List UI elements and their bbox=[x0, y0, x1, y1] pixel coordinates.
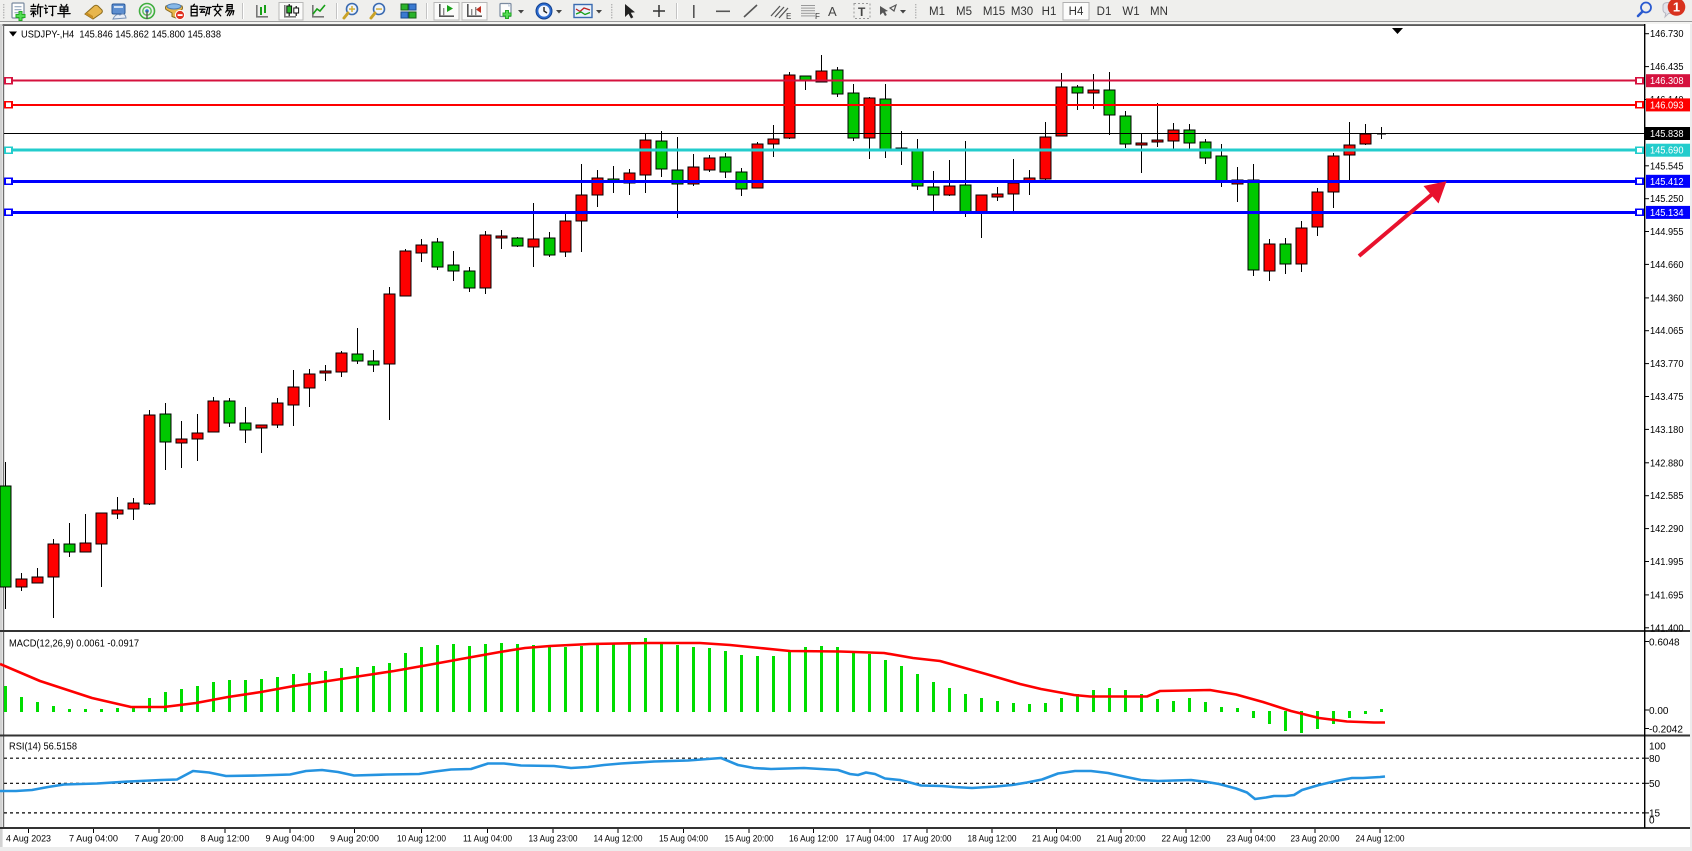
svg-text:MACD(12,26,9) 0.0061 -0.0917: MACD(12,26,9) 0.0061 -0.0917 bbox=[9, 639, 139, 650]
svg-text:T: T bbox=[858, 5, 866, 19]
svg-text:15: 15 bbox=[1649, 809, 1661, 820]
svg-text:15 Aug 04:00: 15 Aug 04:00 bbox=[659, 833, 708, 844]
svg-text:0: 0 bbox=[1649, 815, 1655, 826]
svg-text:144.065: 144.065 bbox=[1650, 326, 1684, 337]
svg-text:141.695: 141.695 bbox=[1650, 590, 1684, 601]
svg-text:M5: M5 bbox=[956, 6, 972, 18]
svg-text:M15: M15 bbox=[983, 6, 1005, 18]
svg-text:50: 50 bbox=[1649, 779, 1661, 790]
svg-text:80: 80 bbox=[1649, 754, 1661, 765]
svg-text:11 Aug 04:00: 11 Aug 04:00 bbox=[463, 833, 512, 844]
svg-text:MN: MN bbox=[1150, 6, 1168, 18]
svg-text:146.308: 146.308 bbox=[1650, 76, 1684, 87]
svg-text:M1: M1 bbox=[929, 6, 945, 18]
svg-text:21 Aug 20:00: 21 Aug 20:00 bbox=[1097, 833, 1146, 844]
svg-text:9 Aug 04:00: 9 Aug 04:00 bbox=[266, 833, 315, 844]
svg-text:145.838: 145.838 bbox=[1650, 129, 1684, 140]
svg-text:21 Aug 04:00: 21 Aug 04:00 bbox=[1032, 833, 1081, 844]
svg-text:143.770: 143.770 bbox=[1650, 359, 1684, 370]
svg-text:145.412: 145.412 bbox=[1650, 177, 1684, 188]
svg-text:142.880: 142.880 bbox=[1650, 458, 1684, 469]
svg-text:W1: W1 bbox=[1122, 6, 1139, 18]
svg-text:23 Aug 04:00: 23 Aug 04:00 bbox=[1227, 833, 1276, 844]
svg-text:16 Aug 12:00: 16 Aug 12:00 bbox=[789, 833, 838, 844]
svg-text:1: 1 bbox=[1673, 0, 1680, 15]
svg-text:A: A bbox=[828, 4, 837, 19]
svg-text:H4: H4 bbox=[1069, 6, 1084, 18]
svg-text:17 Aug 04:00: 17 Aug 04:00 bbox=[846, 833, 895, 844]
svg-text:144.660: 144.660 bbox=[1650, 260, 1684, 271]
svg-text:0.6048: 0.6048 bbox=[1649, 637, 1680, 648]
svg-text:7 Aug 20:00: 7 Aug 20:00 bbox=[135, 833, 184, 844]
svg-text:146.435: 146.435 bbox=[1650, 62, 1684, 73]
svg-text:145.545: 145.545 bbox=[1650, 161, 1684, 172]
svg-text:22 Aug 12:00: 22 Aug 12:00 bbox=[1162, 833, 1211, 844]
svg-text:24 Aug 12:00: 24 Aug 12:00 bbox=[1356, 833, 1405, 844]
svg-text:100: 100 bbox=[1649, 741, 1666, 752]
svg-text:23 Aug 20:00: 23 Aug 20:00 bbox=[1291, 833, 1340, 844]
svg-text:RSI(14) 56.5158: RSI(14) 56.5158 bbox=[9, 742, 77, 753]
svg-text:142.290: 142.290 bbox=[1650, 524, 1684, 535]
svg-text:0.00: 0.00 bbox=[1649, 706, 1669, 717]
svg-text:146.730: 146.730 bbox=[1650, 29, 1684, 40]
svg-text:USDJPY-,H4 145.846 145.862 14: USDJPY-,H4 145.846 145.862 145.800 145.8… bbox=[21, 30, 221, 41]
svg-text:18 Aug 12:00: 18 Aug 12:00 bbox=[968, 833, 1017, 844]
svg-text:144.360: 144.360 bbox=[1650, 293, 1684, 304]
svg-text:F: F bbox=[815, 12, 820, 21]
svg-text:143.180: 143.180 bbox=[1650, 425, 1684, 436]
svg-text:142.585: 142.585 bbox=[1650, 491, 1684, 502]
svg-text:144.955: 144.955 bbox=[1650, 227, 1684, 238]
svg-text:8 Aug 12:00: 8 Aug 12:00 bbox=[201, 833, 250, 844]
svg-text:143.475: 143.475 bbox=[1650, 392, 1684, 403]
svg-text:7 Aug 04:00: 7 Aug 04:00 bbox=[69, 833, 118, 844]
svg-text:14 Aug 12:00: 14 Aug 12:00 bbox=[594, 833, 643, 844]
svg-text:141.400: 141.400 bbox=[1650, 623, 1684, 634]
svg-text:E: E bbox=[786, 12, 791, 21]
svg-text:D1: D1 bbox=[1097, 6, 1112, 18]
svg-text:146.093: 146.093 bbox=[1650, 100, 1684, 111]
svg-text:141.995: 141.995 bbox=[1650, 557, 1684, 568]
svg-text:9 Aug 20:00: 9 Aug 20:00 bbox=[330, 833, 379, 844]
svg-text:4 Aug 2023: 4 Aug 2023 bbox=[6, 833, 51, 844]
svg-text:145.690: 145.690 bbox=[1650, 146, 1684, 157]
svg-text:H1: H1 bbox=[1042, 6, 1057, 18]
svg-text:10 Aug 12:00: 10 Aug 12:00 bbox=[397, 833, 446, 844]
svg-text:-0.2042: -0.2042 bbox=[1649, 724, 1683, 735]
svg-text:145.250: 145.250 bbox=[1650, 194, 1684, 205]
svg-text:M30: M30 bbox=[1011, 6, 1033, 18]
svg-text:17 Aug 20:00: 17 Aug 20:00 bbox=[903, 833, 952, 844]
svg-text:13 Aug 23:00: 13 Aug 23:00 bbox=[529, 833, 578, 844]
svg-text:145.134: 145.134 bbox=[1650, 208, 1684, 219]
svg-text:15 Aug 20:00: 15 Aug 20:00 bbox=[725, 833, 774, 844]
